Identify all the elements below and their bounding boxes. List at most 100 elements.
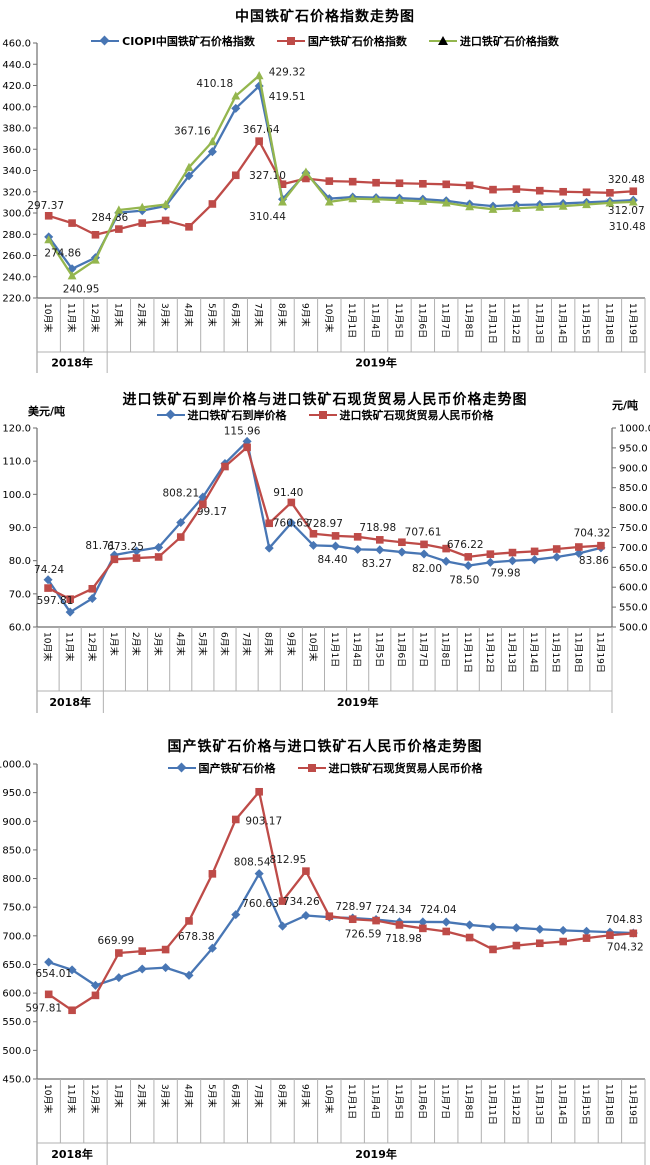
svg-text:91.40: 91.40: [273, 487, 303, 499]
svg-text:11月7日: 11月7日: [440, 1084, 451, 1119]
svg-text:11月6日: 11月6日: [416, 1084, 427, 1119]
svg-text:724.04: 724.04: [420, 904, 457, 916]
svg-text:11月15日: 11月15日: [580, 1084, 591, 1125]
svg-text:597.81: 597.81: [25, 1002, 62, 1014]
svg-text:11月6日: 11月6日: [416, 303, 427, 338]
svg-text:70.0: 70.0: [9, 589, 31, 600]
svg-text:11月18日: 11月18日: [603, 303, 614, 344]
legend-label: 国产铁矿石价格: [198, 762, 276, 775]
svg-text:11月5日: 11月5日: [393, 1084, 404, 1119]
svg-text:10月末: 10月末: [42, 1084, 54, 1113]
line-square-marker-icon: [276, 36, 305, 46]
legend-label: 国产铁矿石价格指数: [307, 35, 407, 48]
svg-text:11月18日: 11月18日: [603, 1084, 614, 1125]
svg-text:284.86: 284.86: [91, 212, 128, 224]
svg-text:83.86: 83.86: [579, 555, 609, 567]
svg-text:673.25: 673.25: [107, 541, 144, 553]
legend-item-cfr-price: 进口铁矿石到岸价格: [156, 407, 287, 423]
svg-text:300.0: 300.0: [2, 209, 31, 220]
svg-text:1月末: 1月末: [112, 1084, 124, 1108]
svg-text:78.50: 78.50: [449, 575, 479, 587]
svg-text:704.83: 704.83: [606, 914, 643, 926]
svg-text:800.0: 800.0: [2, 874, 31, 885]
svg-text:74.24: 74.24: [34, 564, 64, 576]
svg-text:4月末: 4月末: [183, 1084, 195, 1108]
svg-text:367.64: 367.64: [243, 124, 280, 136]
svg-text:850.0: 850.0: [2, 845, 31, 856]
svg-text:274.86: 274.86: [44, 248, 81, 260]
svg-text:800.0: 800.0: [619, 503, 648, 514]
svg-text:900.0: 900.0: [619, 463, 648, 474]
svg-text:808.21: 808.21: [162, 487, 199, 499]
svg-text:11月11日: 11月11日: [462, 632, 473, 673]
svg-text:707.61: 707.61: [405, 526, 442, 538]
svg-text:8月末: 8月末: [276, 303, 288, 327]
svg-text:320.0: 320.0: [2, 187, 31, 198]
svg-text:11月1日: 11月1日: [346, 1084, 357, 1119]
svg-text:83.27: 83.27: [362, 558, 392, 570]
legend-item-domestic-index: 国产铁矿石价格指数: [276, 33, 407, 49]
svg-text:120.0: 120.0: [2, 424, 31, 435]
svg-text:9月末: 9月末: [299, 1084, 311, 1108]
svg-text:11月12日: 11月12日: [484, 632, 495, 673]
chart-legend: 国产铁矿石价格 进口铁矿石现货贸易人民币价格: [0, 760, 650, 776]
svg-text:100.0: 100.0: [2, 490, 31, 501]
svg-text:115.96: 115.96: [224, 425, 261, 437]
svg-text:5月末: 5月末: [206, 303, 218, 327]
svg-text:597.81: 597.81: [37, 595, 74, 607]
svg-text:280.0: 280.0: [2, 230, 31, 241]
svg-text:7月末: 7月末: [253, 1084, 265, 1108]
svg-text:600.0: 600.0: [2, 989, 31, 1000]
svg-text:700.0: 700.0: [619, 543, 648, 554]
svg-text:11月4日: 11月4日: [370, 303, 381, 338]
svg-text:11月13日: 11月13日: [533, 1084, 544, 1125]
svg-text:10月末: 10月末: [42, 303, 54, 332]
svg-text:440.0: 440.0: [2, 60, 31, 71]
svg-text:4月末: 4月末: [183, 303, 195, 327]
svg-text:4月末: 4月末: [174, 632, 186, 656]
svg-text:2018年: 2018年: [51, 356, 93, 370]
svg-text:11月12日: 11月12日: [510, 303, 521, 344]
svg-text:500.0: 500.0: [2, 1046, 31, 1057]
svg-text:11月11日: 11月11日: [487, 303, 498, 344]
svg-text:2月末: 2月末: [136, 1084, 148, 1108]
svg-text:11月5日: 11月5日: [393, 303, 404, 338]
svg-text:310.48: 310.48: [609, 221, 646, 233]
svg-text:2019年: 2019年: [337, 695, 379, 709]
chart-title: 进口铁矿石到岸价格与进口铁矿石现货贸易人民币价格走势图: [122, 392, 528, 408]
svg-text:81.71: 81.71: [85, 540, 115, 552]
ciopi-index-chart-canvas: 460.0 440.0 420.0 400.0 380.0 360.0 340.0 320.0…: [2, 39, 646, 373]
legend-label: 进口铁矿石现货贸易人民币价格: [328, 762, 483, 775]
svg-text:12月末: 12月末: [89, 1084, 101, 1113]
svg-text:400.0: 400.0: [2, 102, 31, 113]
svg-text:950.0: 950.0: [2, 788, 31, 799]
svg-text:11月14日: 11月14日: [557, 1084, 568, 1125]
svg-text:1月末: 1月末: [112, 303, 124, 327]
svg-text:460.0: 460.0: [2, 39, 31, 50]
svg-text:850.0: 850.0: [619, 483, 648, 494]
svg-text:11月15日: 11月15日: [580, 303, 591, 344]
svg-text:82.00: 82.00: [412, 563, 442, 575]
svg-text:669.99: 669.99: [97, 935, 134, 947]
svg-text:7月末: 7月末: [241, 632, 253, 656]
ciopi-index-chart: 460.0 440.0 420.0 400.0 380.0 360.0 340.0 320.0…: [0, 0, 650, 385]
svg-text:750.0: 750.0: [619, 523, 648, 534]
svg-text:11月末: 11月末: [66, 303, 78, 332]
svg-text:2018年: 2018年: [49, 695, 91, 709]
svg-text:1000.0: 1000.0: [619, 424, 650, 435]
svg-text:9月末: 9月末: [299, 303, 311, 327]
svg-text:450.0: 450.0: [2, 1075, 31, 1086]
chart-legend: CIOPI中国铁矿石价格指数 国产铁矿石价格指数 进口铁矿石价格指数: [0, 33, 650, 49]
left-axis-unit-label: 美元/吨: [28, 405, 66, 418]
line-triangle-marker-icon: [428, 36, 457, 46]
svg-text:99.17: 99.17: [197, 506, 227, 518]
svg-text:11月5日: 11月5日: [373, 632, 384, 667]
right-axis-unit-label: 元/吨: [611, 399, 638, 412]
svg-text:760.63: 760.63: [273, 517, 310, 529]
svg-text:1月末: 1月末: [108, 632, 120, 656]
svg-text:420.0: 420.0: [2, 81, 31, 92]
svg-text:6月末: 6月末: [229, 1084, 241, 1108]
line-diamond-marker-icon: [91, 35, 120, 46]
svg-text:312.07: 312.07: [608, 205, 645, 217]
svg-text:5月末: 5月末: [206, 1084, 218, 1108]
